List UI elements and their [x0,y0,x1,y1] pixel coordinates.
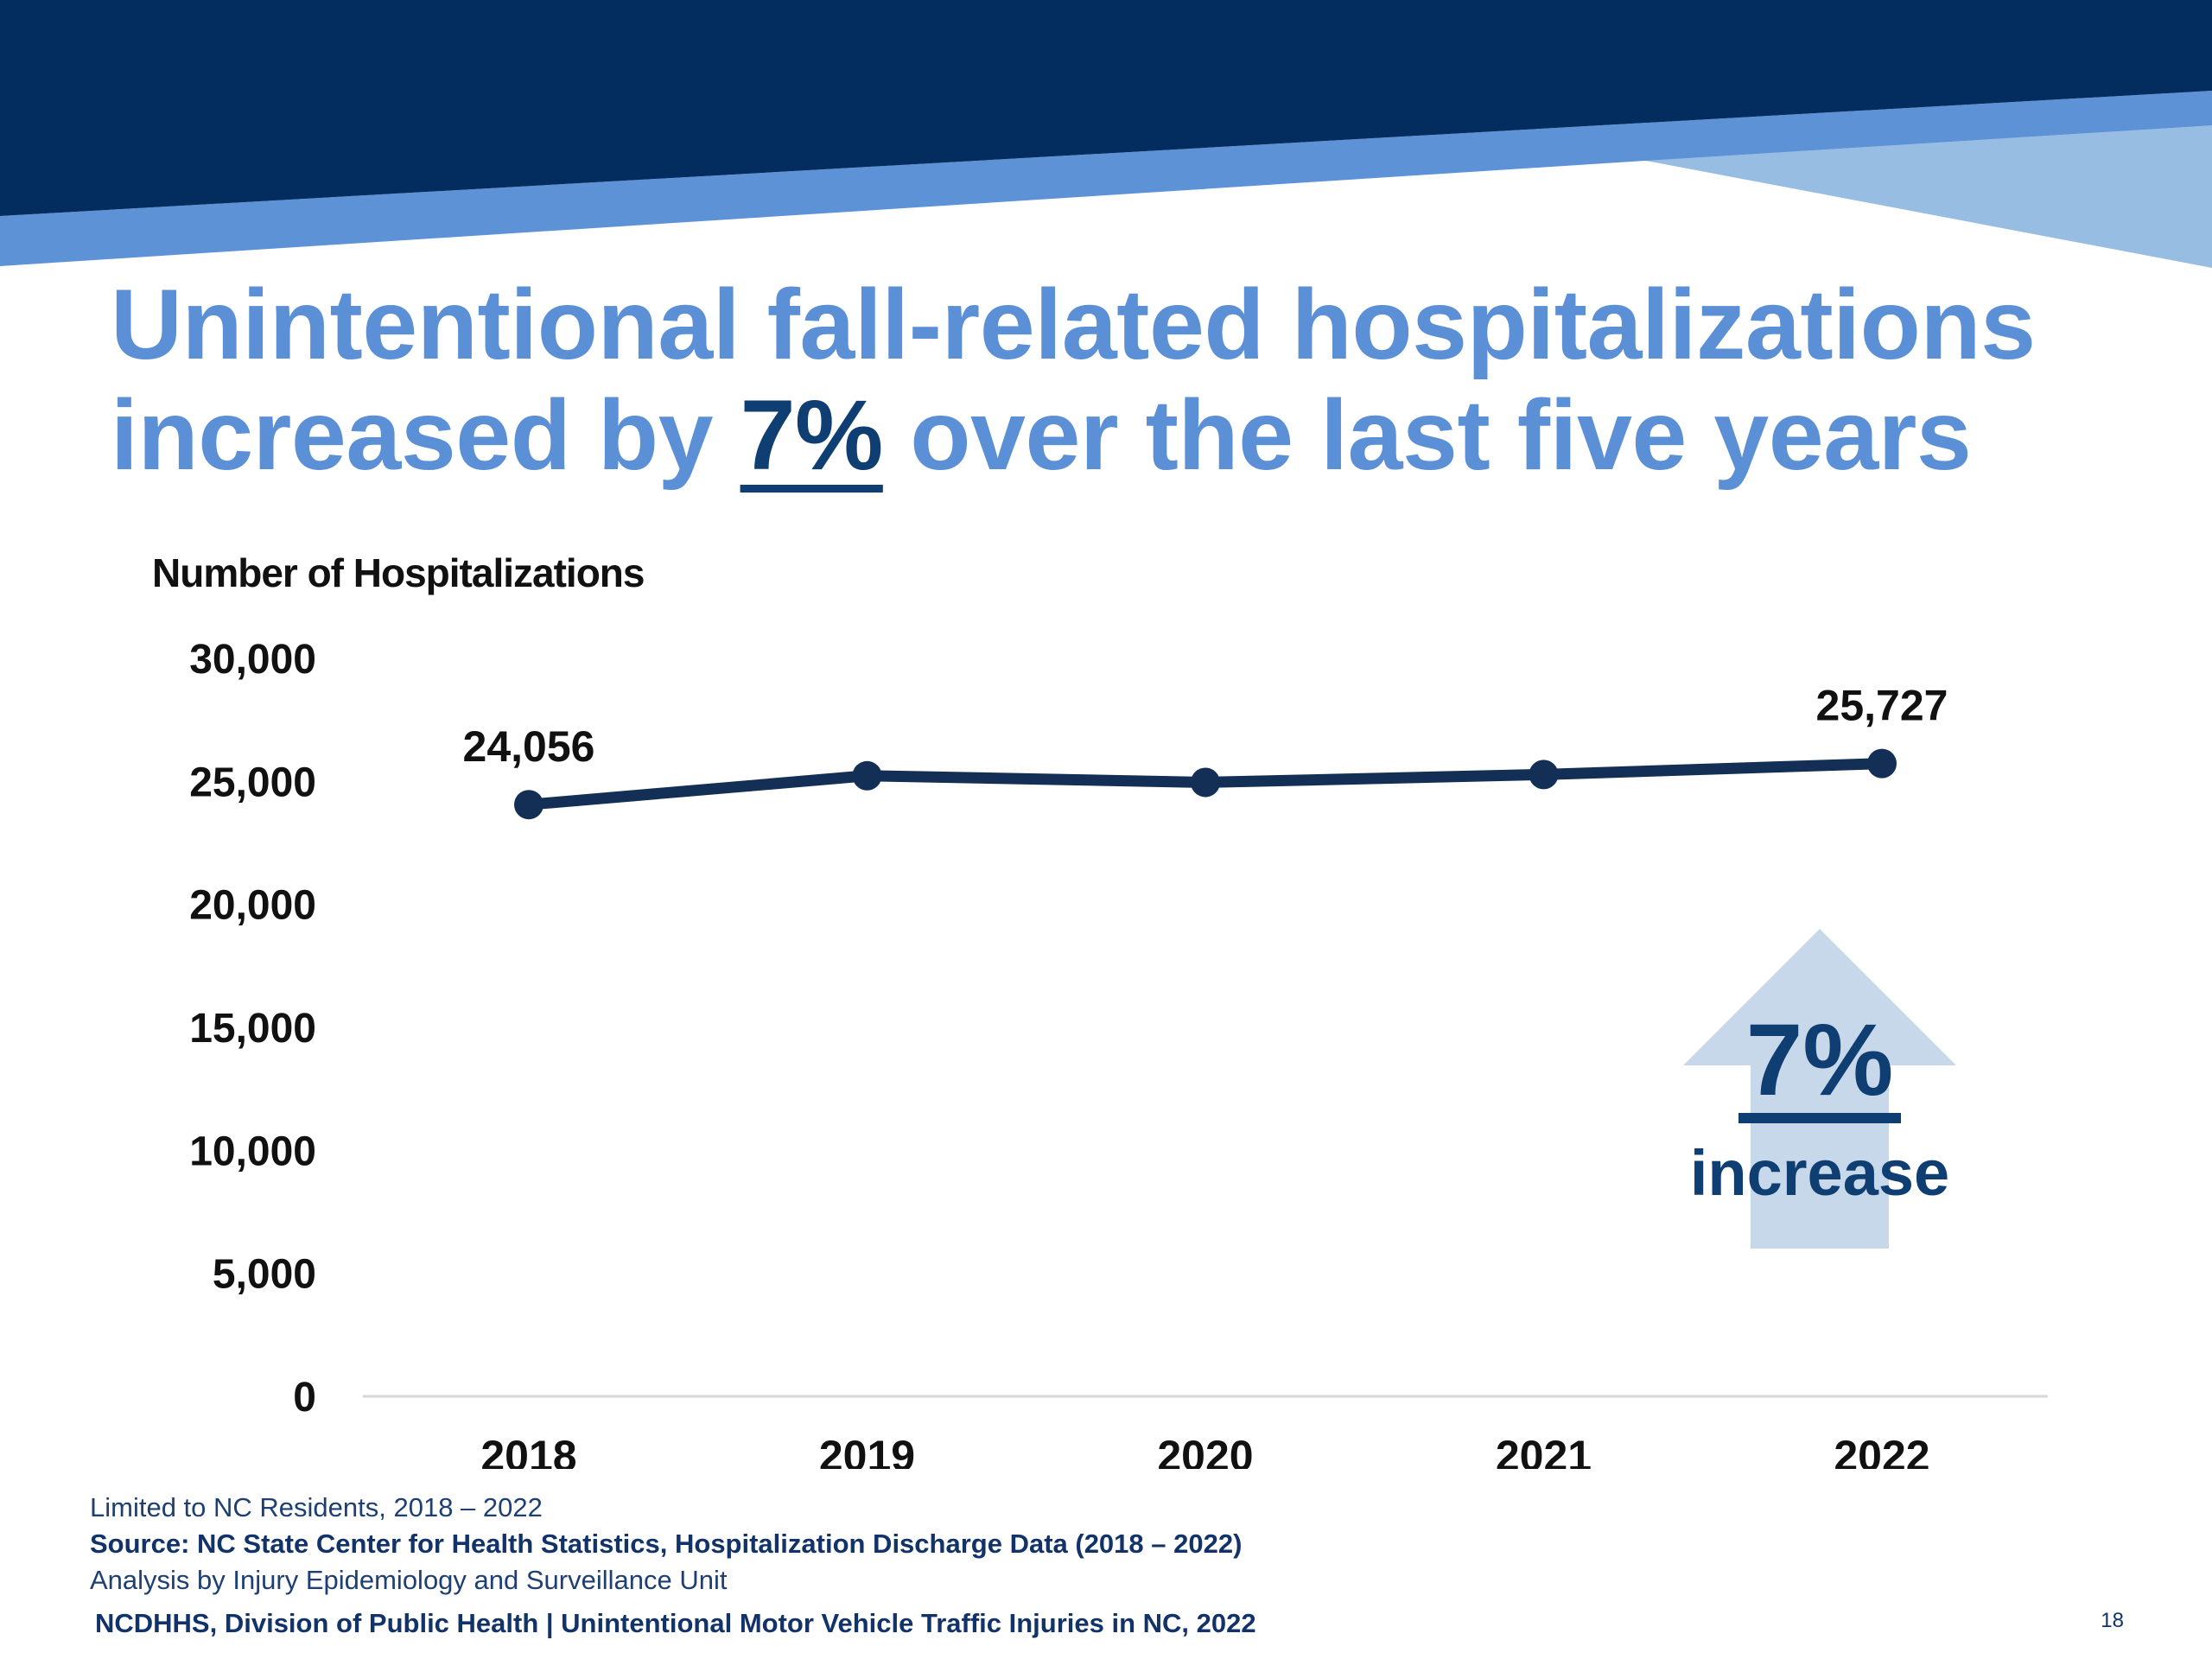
x-tick-label: 2020 [1157,1432,1253,1469]
data-point [1191,767,1220,798]
data-points [514,748,1897,820]
line-chart: 0 5,000 10,000 15,000 20,000 25,000 30,000 201… [189,637,2048,1469]
title-highlight-percent: 7% [740,380,884,491]
data-point [852,760,882,791]
source-note: Source: NC State Center for Health Stati… [90,1529,1243,1559]
banner-mid-stripe [0,91,2212,266]
y-tick-label: 0 [293,1375,316,1421]
y-axis-title: Number of Hospitalizations [152,550,645,595]
y-tick-label: 30,000 [189,637,316,683]
x-tick-labels: 2018 2019 2020 2021 2022 [480,1432,1929,1469]
increase-arrow-icon [1683,929,1956,1249]
x-tick-label: 2019 [819,1432,915,1469]
analysis-note: Analysis by Injury Epidemiology and Surv… [90,1565,728,1595]
data-point [1867,748,1897,779]
data-labels: 24,056 25,727 [463,682,1948,772]
y-tick-label: 25,000 [189,760,316,805]
header-banner [0,0,2212,268]
x-tick-label: 2021 [1496,1432,1592,1469]
y-tick-label: 15,000 [189,1006,316,1052]
callout-percent: 7% [1745,1003,1894,1117]
data-label: 24,056 [463,722,595,771]
data-label: 25,727 [1816,682,1948,730]
data-point [514,790,543,820]
title-line-2-end: over the last five years [910,380,1972,491]
title-line-2-start: increased by [111,380,714,491]
slide-title: Unintentional fall-related hospitalizati… [111,270,2167,491]
y-tick-label: 10,000 [189,1128,316,1174]
scope-note: Limited to NC Residents, 2018 – 2022 [90,1492,543,1522]
callout-label: increase [1689,1137,1950,1209]
data-point [1529,760,1559,790]
arrow-shape [1683,929,1956,1249]
y-tick-labels: 0 5,000 10,000 15,000 20,000 25,000 30,000 [189,637,316,1421]
banner-dark-band [0,0,2212,216]
y-tick-label: 20,000 [189,883,316,929]
x-tick-label: 2018 [480,1432,576,1469]
x-tick-label: 2022 [1834,1432,1929,1469]
y-tick-label: 5,000 [213,1252,316,1298]
callout-underline [1738,1113,1901,1123]
title-line-1: Unintentional fall-related hospitalizati… [111,270,2036,380]
footer-text: NCDHHS, Division of Public Health | Unin… [95,1608,1256,1638]
banner-light-stripe [1642,121,2212,268]
page-number: 18 [2101,1609,2124,1632]
